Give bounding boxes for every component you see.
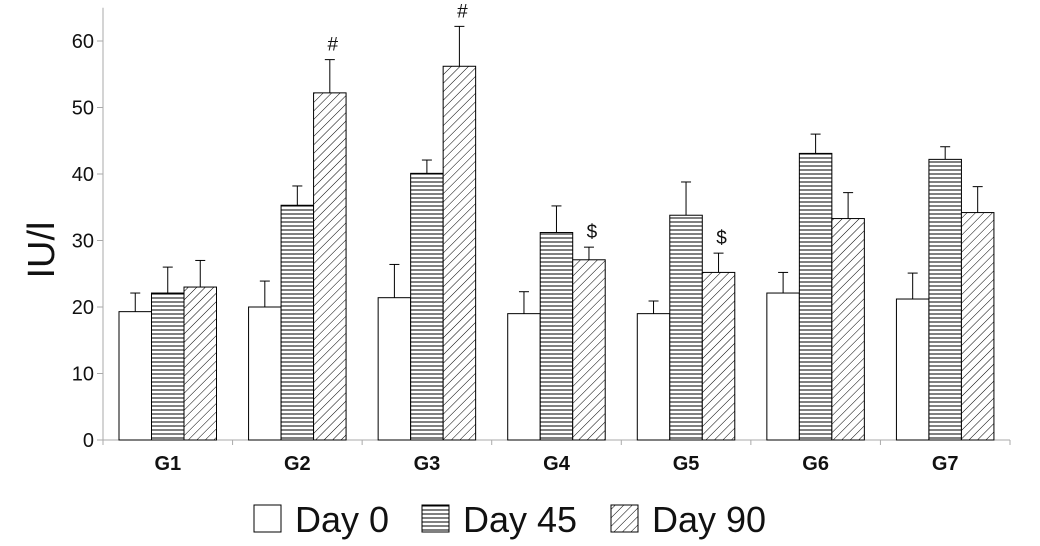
bar-g4-day-90 (572, 259, 606, 441)
y-tick-label: 10 (72, 364, 94, 386)
bar-g6-day-0 (766, 292, 800, 441)
error-bar (324, 59, 335, 93)
error-bar (551, 205, 562, 233)
error-bar (940, 146, 951, 160)
error-bar (421, 159, 432, 174)
error-bar (810, 133, 821, 154)
significance-mark: $ (587, 222, 598, 243)
error-bar (681, 181, 692, 216)
x-tick-label: G4 (543, 453, 571, 475)
bar-g5-day-90 (701, 271, 736, 441)
error-bar (907, 272, 918, 300)
bar-g7-day-0 (895, 298, 930, 441)
x-tick-label: G2 (284, 453, 311, 475)
x-tick-label: G3 (414, 453, 441, 475)
legend: Day 0 Day 45 Day 90 (253, 499, 766, 540)
error-bar (454, 25, 465, 67)
significance-mark: # (328, 35, 339, 56)
error-bar (778, 271, 789, 294)
bar-g5-day-45 (669, 214, 703, 441)
error-bar (648, 300, 659, 314)
y-tick-label: 40 (72, 164, 94, 186)
error-bar (130, 292, 141, 312)
y-tick-label: 50 (72, 98, 94, 120)
legend-swatch-day-0 (253, 504, 282, 533)
bar-g1-day-45 (151, 292, 185, 441)
bar-g1-day-90 (183, 286, 217, 441)
legend-label: Day 45 (463, 499, 577, 540)
error-bar (843, 192, 854, 219)
x-tick-label: G1 (154, 453, 181, 475)
bar-g4-day-45 (539, 232, 574, 441)
bar-g7-day-45 (928, 158, 962, 441)
error-bar (972, 186, 983, 213)
error-bar (518, 291, 529, 314)
legend-label: Day 0 (295, 499, 389, 540)
error-bar (389, 263, 400, 298)
y-tick-labels: 0 10 20 30 40 50 60 (72, 31, 94, 452)
error-bar (259, 280, 270, 307)
error-bar (195, 259, 206, 288)
x-tick-labels: G1 G2 G3 G4 G5 G6 G7 (154, 453, 958, 475)
error-bar (162, 266, 173, 294)
significance-mark: $ (716, 228, 727, 249)
error-bar (583, 246, 594, 260)
bar-g2-day-45 (280, 204, 315, 441)
x-tick-label: G7 (932, 453, 959, 475)
bar-g7-day-90 (960, 212, 995, 441)
y-tick-label: 20 (72, 297, 94, 319)
y-tick-label: 60 (72, 31, 94, 53)
error-bar (292, 185, 303, 206)
legend-swatch-day-45 (421, 504, 450, 533)
bar-g3-day-45 (410, 172, 444, 441)
bar-g3-day-0 (377, 297, 412, 441)
y-tick-label: 30 (72, 231, 94, 253)
bar-g5-day-0 (636, 313, 671, 441)
legend-swatch-day-90 (610, 504, 639, 533)
bars (118, 65, 995, 441)
x-tick-label: G5 (673, 453, 700, 475)
bar-g6-day-45 (798, 152, 833, 441)
bar-g1-day-0 (118, 311, 152, 441)
significance-mark: # (457, 1, 468, 22)
bar-g3-day-90 (442, 65, 477, 441)
bar-g6-day-90 (831, 218, 865, 441)
error-bar (713, 252, 724, 273)
y-axis-label: IU/l (21, 222, 63, 279)
bar-g4-day-0 (507, 313, 541, 441)
legend-label: Day 90 (652, 499, 766, 540)
x-tick-label: G6 (802, 453, 829, 475)
bar-g2-day-0 (248, 306, 282, 441)
annotations: # # $ $ (328, 1, 728, 249)
y-tick-label: 0 (83, 430, 94, 452)
bar-g2-day-90 (313, 92, 347, 441)
error-bars (130, 25, 983, 314)
